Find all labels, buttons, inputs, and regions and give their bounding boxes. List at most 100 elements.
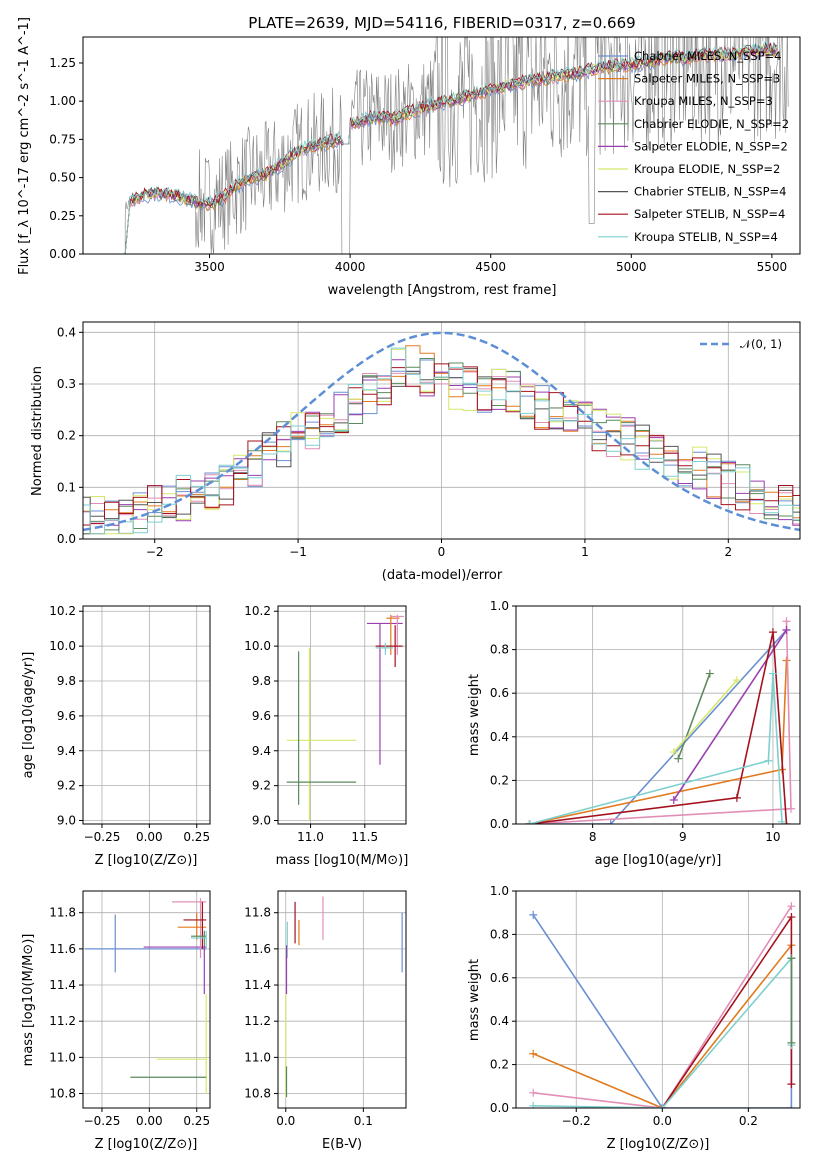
x-tick-label: −0.2: [562, 1114, 591, 1128]
age-vs-metallicity-frame: [82, 605, 211, 825]
legend-label-chabrier-miles: Chabrier MILES, N_SSP=4: [634, 49, 781, 63]
y-tick-label: 9.2: [57, 779, 76, 793]
y-tick-label: 11.6: [244, 942, 271, 956]
y-tick-label: 0.6: [490, 686, 509, 700]
errorbar-group: [286, 614, 404, 821]
y-tick-label: 9.8: [252, 674, 271, 688]
x-tick-label: 4500: [475, 260, 506, 274]
legend-label-salpeter-elodie: Salpeter ELODIE, N_SSP=2: [634, 139, 788, 153]
y-tick-label: 11.2: [49, 1014, 76, 1028]
spectrum-frame: [82, 36, 801, 255]
x-tick-label: 0.0: [276, 1114, 295, 1128]
y-tick-label: 9.8: [57, 674, 76, 688]
x-tick-label: 0.00: [136, 830, 163, 844]
normal-distribution-curve: [83, 331, 800, 532]
y-tick-label: 11.6: [49, 942, 76, 956]
series-point-salpeter-elodie: [669, 796, 678, 805]
mass-vs-ebv-panel: 0.0 0.1 10.8 11.0 11.2 11.4 11.6 11.8 E(B-V): [244, 890, 407, 1152]
series-point-salpeter-stelib: [768, 628, 777, 637]
spectrum-panel: 3500 4000 4500 5000 5500 0.00 0.25 0.50 0.75 1.00…: [17, 17, 801, 298]
y-tick-label: 11.2: [244, 1014, 271, 1028]
massweight-vs-metallicity-xlabel: Z [log10(Z/Z⊙)]: [607, 1137, 710, 1152]
series-point-kroupa-stelib: [658, 1104, 667, 1108]
legend-label-kroupa-stelib: Kroupa STELIB, N_SSP=4: [634, 230, 778, 244]
massweight-lines: [525, 617, 795, 824]
spectrum-plot-area: [124, 37, 789, 254]
series-line-salpeter-miles: [529, 660, 788, 824]
series-point-salpeter-stelib: [787, 1080, 796, 1089]
x-tick-label: 0.2: [739, 1114, 758, 1128]
y-tick-label: 1.0: [490, 884, 509, 898]
y-tick-label: 0.1: [57, 480, 76, 494]
mass-vs-ebv-xlabel: E(B-V): [322, 1137, 362, 1152]
age-vs-metallicity-xlabel: Z [log10(Z/Z⊙)]: [95, 853, 198, 868]
x-tick-label: 5000: [616, 260, 647, 274]
series-point-kroupa-miles: [782, 617, 791, 626]
age-vs-mass-frame: [277, 605, 407, 825]
x-tick-label: 10: [765, 830, 780, 844]
observed-spectrum-line: [124, 37, 789, 254]
residual-ylabel: Normed distribution: [30, 366, 45, 496]
massweight-vs-age-panel: 8 9 10 0.0 0.2 0.4 0.6 0.8 1.0 age [log10(age/yr…: [467, 599, 801, 868]
y-tick-label: 10.0: [244, 639, 271, 653]
series-point-kroupa-stelib: [768, 669, 777, 678]
series-point-salpeter-stelib: [787, 913, 796, 922]
y-tick-label: 9.4: [252, 744, 271, 758]
y-tick-label: 0.2: [490, 1058, 509, 1072]
y-tick-label: 9.4: [57, 744, 76, 758]
model-spectrum-kroupa-stelib: [124, 41, 778, 254]
y-tick-label: 10.2: [244, 604, 271, 618]
legend-label-chabrier-elodie: Chabrier ELODIE, N_SSP=2: [634, 117, 789, 131]
y-tick-label: 9.6: [252, 709, 271, 723]
x-tick-label: −2: [146, 545, 164, 559]
y-tick-label: 0.8: [490, 643, 509, 657]
series-point-kroupa-miles: [787, 902, 796, 911]
mass-vs-ebv-frame: [277, 890, 407, 1109]
series-point-kroupa-stelib: [529, 1101, 538, 1108]
series-point-kroupa-stelib: [525, 820, 534, 824]
massweight-vs-metallicity-frame: [515, 890, 801, 1109]
y-tick-label: 0.4: [490, 1014, 509, 1028]
mass-vs-metallicity-ylabel: mass [log10(M/M⊙)]: [21, 934, 36, 1067]
series-point-chabrier-miles: [606, 820, 615, 824]
residual-histogram-kroupa-stelib: [83, 347, 800, 535]
y-tick-label: 11.8: [49, 906, 76, 920]
residual-panel: −2 −1 0 1 2 0.0 0.1 0.2 0.3 0.4 (data-model)/erro…: [30, 321, 801, 583]
y-tick-label: 10.2: [49, 604, 76, 618]
y-tick-label: 11.4: [49, 978, 76, 992]
series-point-salpeter-stelib: [732, 793, 741, 802]
y-tick-label: 0.4: [490, 730, 509, 744]
series-point-chabrier-elodie: [705, 669, 714, 678]
series-line-salpeter-miles: [532, 944, 793, 1108]
legend-label-salpeter-miles: Salpeter MILES, N_SSP=3: [634, 72, 780, 86]
x-tick-label: 0.25: [183, 1114, 210, 1128]
y-tick-label: 1.0: [490, 599, 509, 613]
y-tick-label: 0.2: [57, 429, 76, 443]
y-tick-label: 0.3: [57, 377, 76, 391]
x-tick-label: 8: [589, 830, 597, 844]
massweight-vs-age-xlabel: age [log10(age/yr)]: [595, 853, 722, 868]
residual-histogram-salpeter-miles: [83, 345, 800, 535]
mass-vs-metallicity-panel: −0.25 0.00 0.25 10.8 11.0 11.2 11.4 11.6 11.8 Z …: [21, 890, 211, 1152]
x-tick-label: 0: [438, 545, 446, 559]
legend-label-kroupa-miles: Kroupa MILES, N_SSP=3: [634, 94, 773, 108]
x-tick-label: 11.0: [297, 830, 324, 844]
x-tick-label: 0.00: [136, 1114, 163, 1128]
y-tick-label: 0.0: [490, 1101, 509, 1115]
massweight-lines: [529, 902, 796, 1108]
y-tick-label: 9.0: [57, 814, 76, 828]
x-tick-label: 0.25: [183, 830, 210, 844]
model-spectrum-salpeter-stelib: [124, 42, 778, 254]
series-line-kroupa-miles: [533, 905, 793, 1108]
series-point-kroupa-elodie: [732, 676, 741, 685]
residual-histogram-kroupa-miles: [83, 371, 800, 535]
series-point-kroupa-stelib: [764, 756, 773, 765]
series-point-salpeter-miles: [529, 1049, 538, 1058]
x-tick-label: 1: [581, 545, 589, 559]
y-tick-label: 0.00: [49, 247, 76, 261]
x-tick-label: 0.1: [354, 1114, 373, 1128]
series-point-chabrier-elodie: [787, 954, 796, 963]
y-tick-label: 0.25: [49, 209, 76, 223]
massweight-vs-metallicity-ylabel: mass weight: [467, 959, 482, 1041]
